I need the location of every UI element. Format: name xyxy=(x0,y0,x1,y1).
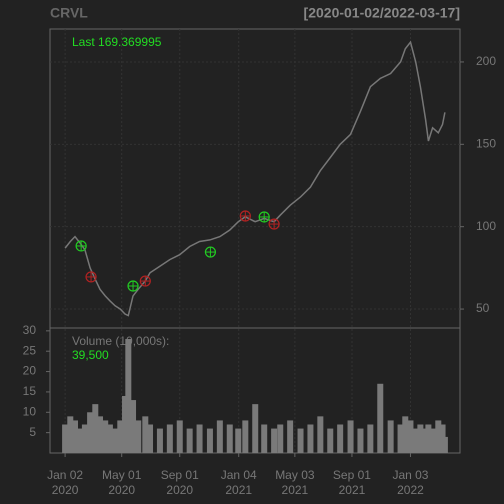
volume-bar xyxy=(261,424,268,453)
volume-bar xyxy=(125,338,132,453)
x-tick-year: 2020 xyxy=(108,483,135,497)
volume-bar xyxy=(147,424,154,453)
x-tick-year: 2021 xyxy=(225,483,252,497)
volume-bar xyxy=(429,428,436,453)
y-tick-label: 50 xyxy=(476,301,490,315)
signal-marker xyxy=(75,240,87,252)
vol-tick-label: 30 xyxy=(23,323,37,337)
signal-marker xyxy=(139,275,151,287)
volume-bar xyxy=(97,416,104,453)
vol-tick-label: 10 xyxy=(23,404,37,418)
volume-bar xyxy=(402,416,409,453)
vol-tick-label: 25 xyxy=(23,343,37,357)
volume-bar xyxy=(62,424,69,453)
volume-label: Volume (10,000s): xyxy=(72,334,169,348)
volume-bar xyxy=(122,395,129,453)
volume-bar xyxy=(412,428,419,453)
volume-bar xyxy=(216,420,223,453)
vol-tick-label: 15 xyxy=(23,384,37,398)
volume-bar xyxy=(130,400,137,453)
volume-bar xyxy=(206,428,213,453)
vol-tick-label: 20 xyxy=(23,364,37,378)
volume-bar xyxy=(347,420,354,453)
date-range: [2020-01-02/2022-03-17] xyxy=(304,5,460,21)
signal-marker xyxy=(204,246,217,258)
volume-bar xyxy=(337,424,344,453)
volume-bar xyxy=(367,424,374,453)
volume-bar xyxy=(81,424,88,453)
volume-bar xyxy=(135,420,142,453)
volume-bar xyxy=(327,428,334,453)
signal-marker xyxy=(268,218,280,230)
x-tick-label: Sep 01 xyxy=(161,468,199,482)
volume-bar xyxy=(252,404,259,453)
x-tick-label: May 01 xyxy=(102,468,142,482)
last-label: Last 169.369995 xyxy=(72,35,162,49)
x-tick-year: 2020 xyxy=(52,483,79,497)
signal-marker xyxy=(127,280,139,292)
y-tick-label: 150 xyxy=(476,136,496,150)
volume-bar xyxy=(112,428,119,453)
volume-bar xyxy=(186,428,193,453)
volume-bar xyxy=(156,428,163,453)
volume-bar xyxy=(87,412,94,453)
signal-marker xyxy=(239,210,251,222)
volume-bar xyxy=(317,416,324,453)
x-tick-label: Jan 03 xyxy=(392,468,428,482)
x-tick-year: 2021 xyxy=(282,483,309,497)
volume-bar xyxy=(242,420,249,453)
volume-bar xyxy=(106,424,113,453)
volume-bar xyxy=(377,383,384,453)
vol-tick-label: 5 xyxy=(29,425,36,439)
volume-bar xyxy=(277,424,284,453)
x-tick-label: Jan 04 xyxy=(221,468,257,482)
volume-bar xyxy=(441,436,448,453)
volume-bar xyxy=(166,424,173,453)
volume-bar xyxy=(226,424,233,453)
volume-bar xyxy=(102,420,109,453)
signal-marker xyxy=(85,271,97,283)
x-tick-year: 2020 xyxy=(166,483,193,497)
volume-bar xyxy=(235,428,242,453)
volume-bar xyxy=(77,428,84,453)
signal-marker xyxy=(258,211,270,223)
y-tick-label: 100 xyxy=(476,219,496,233)
volume-bar xyxy=(307,424,314,453)
volume-bar xyxy=(176,420,183,453)
last-volume-label: 39,500 xyxy=(72,348,109,362)
volume-bar xyxy=(92,404,99,453)
volume-bar xyxy=(357,428,364,453)
x-tick-label: May 03 xyxy=(275,468,315,482)
x-tick-year: 2021 xyxy=(339,483,366,497)
chart-title: CRVL xyxy=(50,5,88,21)
y-tick-label: 200 xyxy=(476,54,496,68)
volume-bar xyxy=(117,420,124,453)
volume-bar xyxy=(417,424,424,453)
volume-bar xyxy=(425,424,432,453)
volume-bar xyxy=(72,420,79,453)
volume-bar xyxy=(387,420,394,453)
volume-bar xyxy=(397,424,404,453)
volume-bar xyxy=(407,420,414,453)
volume-bar xyxy=(271,428,278,453)
volume-bar xyxy=(142,416,149,453)
x-tick-label: Jan 02 xyxy=(47,468,83,482)
volume-bar xyxy=(435,420,442,453)
volume-bar xyxy=(67,416,74,453)
x-tick-year: 2022 xyxy=(397,483,424,497)
volume-bar xyxy=(297,428,304,453)
volume-bar xyxy=(196,424,203,453)
x-tick-label: Sep 01 xyxy=(333,468,371,482)
volume-bar xyxy=(287,420,294,453)
